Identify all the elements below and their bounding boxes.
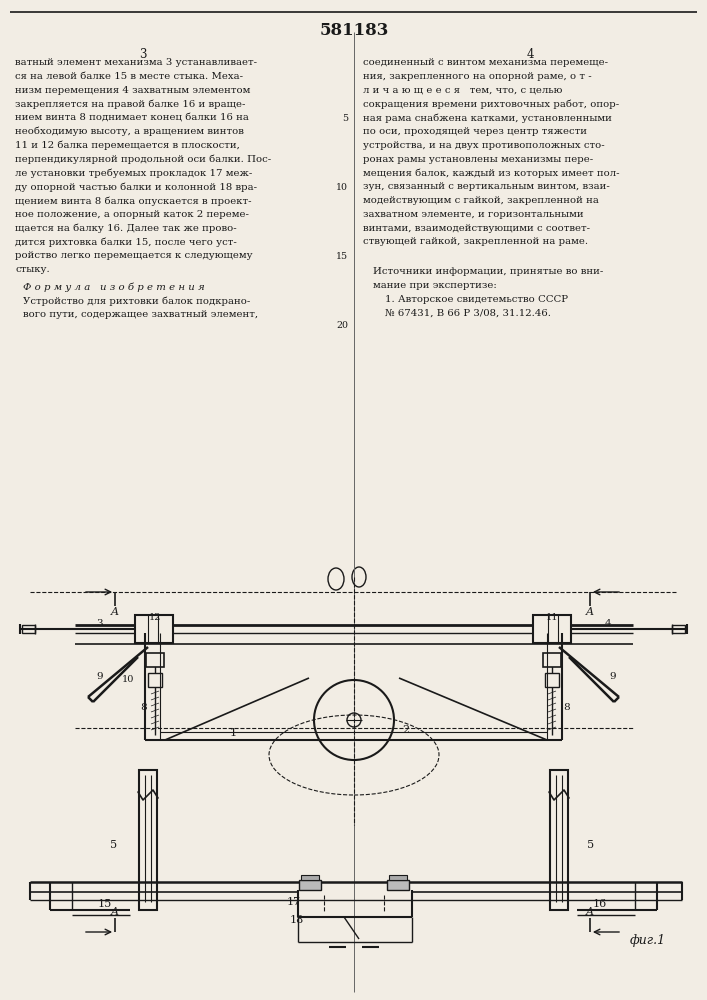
Bar: [533, 615, 571, 643]
Text: ния, закрепленного на опорной раме, о т -: ния, закрепленного на опорной раме, о т …: [363, 72, 592, 81]
Text: модействующим с гайкой, закрепленной на: модействующим с гайкой, закрепленной на: [363, 196, 599, 205]
Text: ле установки требуемых прокладок 17 меж-: ле установки требуемых прокладок 17 меж-: [15, 168, 252, 178]
Text: винтами, взаимодействующими с соответ-: винтами, взаимодействующими с соответ-: [363, 224, 590, 233]
Text: A: A: [111, 607, 119, 617]
Bar: [22, 625, 35, 633]
Text: ватный элемент механизма 3 устанавливает-: ватный элемент механизма 3 устанавливает…: [15, 58, 257, 67]
Text: 1: 1: [230, 728, 237, 738]
Text: 5: 5: [587, 840, 594, 850]
Circle shape: [549, 625, 557, 633]
Text: № 67431, В 66 Р 3/08, 31.12.46.: № 67431, В 66 Р 3/08, 31.12.46.: [385, 308, 551, 317]
Text: ное положение, а опорный каток 2 переме-: ное положение, а опорный каток 2 переме-: [15, 210, 249, 219]
Text: A: A: [586, 607, 594, 617]
Text: 11 и 12 балка перемещается в плоскости,: 11 и 12 балка перемещается в плоскости,: [15, 141, 240, 150]
Text: ду опорной частью балки и колонной 18 вра-: ду опорной частью балки и колонной 18 вр…: [15, 182, 257, 192]
Text: закрепляется на правой балке 16 и враще-: закрепляется на правой балке 16 и враще-: [15, 99, 245, 109]
Text: щением винта 8 балка опускается в проект-: щением винта 8 балка опускается в проект…: [15, 196, 252, 206]
Text: ствующей гайкой, закрепленной на раме.: ствующей гайкой, закрепленной на раме.: [363, 237, 588, 246]
Text: ройство легко перемещается к следующему: ройство легко перемещается к следующему: [15, 251, 252, 260]
Text: сокращения времени рихтовочных работ, опор-: сокращения времени рихтовочных работ, оп…: [363, 99, 619, 109]
Text: 16: 16: [593, 899, 607, 909]
Bar: [543, 653, 561, 667]
Text: по оси, проходящей через центр тяжести: по оси, проходящей через центр тяжести: [363, 127, 587, 136]
Text: нием винта 8 поднимает конец балки 16 на: нием винта 8 поднимает конец балки 16 на: [15, 113, 249, 122]
Text: зун, связанный с вертикальным винтом, взаи-: зун, связанный с вертикальным винтом, вз…: [363, 182, 609, 191]
Text: 11: 11: [546, 613, 559, 622]
Text: 5: 5: [110, 840, 117, 850]
Bar: [148, 673, 162, 687]
Text: Устройство для рихтовки балок подкрано-: Устройство для рихтовки балок подкрано-: [23, 297, 250, 306]
Text: необходимую высоту, а вращением винтов: необходимую высоту, а вращением винтов: [15, 127, 244, 136]
Circle shape: [149, 625, 157, 633]
Text: 17: 17: [287, 897, 301, 907]
Text: соединенный с винтом механизма перемеще-: соединенный с винтом механизма перемеще-: [363, 58, 608, 67]
Text: 10: 10: [336, 183, 348, 192]
Text: 20: 20: [336, 321, 348, 330]
Text: 3: 3: [139, 48, 147, 61]
Text: 8: 8: [140, 703, 146, 712]
Text: мещения балок, каждый из которых имеет пол-: мещения балок, каждый из которых имеет п…: [363, 168, 619, 178]
Bar: [139, 770, 157, 910]
Text: 2: 2: [402, 725, 409, 735]
Text: 15: 15: [98, 899, 112, 909]
Text: перпендикулярной продольной оси балки. Пос-: перпендикулярной продольной оси балки. П…: [15, 155, 271, 164]
Text: Источники информации, принятые во вни-: Источники информации, принятые во вни-: [373, 267, 603, 276]
Text: мание при экспертизе:: мание при экспертизе:: [373, 281, 497, 290]
Text: ная рама снабжена катками, установленными: ная рама снабжена катками, установленным…: [363, 113, 612, 123]
Text: ся на левой балке 15 в месте стыка. Меха-: ся на левой балке 15 в месте стыка. Меха…: [15, 72, 243, 81]
Text: 4: 4: [526, 48, 534, 61]
Text: щается на балку 16. Далее так же прово-: щается на балку 16. Далее так же прово-: [15, 224, 237, 233]
Bar: [135, 615, 173, 643]
Text: Ф о р м у л а   и з о б р е т е н и я: Ф о р м у л а и з о б р е т е н и я: [23, 283, 205, 292]
Bar: [299, 880, 321, 890]
Text: 581183: 581183: [320, 22, 389, 39]
Text: 15: 15: [336, 252, 348, 261]
Bar: [387, 880, 409, 890]
Text: захватном элементе, и горизонтальными: захватном элементе, и горизонтальными: [363, 210, 583, 219]
Bar: [672, 625, 685, 633]
Text: л и ч а ю щ е е с я   тем, что, с целью: л и ч а ю щ е е с я тем, что, с целью: [363, 86, 562, 95]
Bar: [301, 875, 319, 880]
Text: 10: 10: [122, 675, 134, 684]
Text: 4: 4: [604, 619, 612, 629]
Text: вого пути, содержащее захватный элемент,: вого пути, содержащее захватный элемент,: [23, 310, 258, 319]
Text: 1. Авторское свидетемьство СССР: 1. Авторское свидетемьство СССР: [385, 295, 568, 304]
Bar: [550, 770, 568, 910]
Text: 8: 8: [563, 703, 570, 712]
Text: 3: 3: [97, 619, 103, 629]
Text: устройства, и на двух противоположных сто-: устройства, и на двух противоположных ст…: [363, 141, 604, 150]
Text: 5: 5: [342, 114, 348, 123]
Bar: [545, 673, 559, 687]
Bar: [146, 653, 164, 667]
Text: A: A: [111, 907, 119, 917]
Bar: [389, 875, 407, 880]
Text: фиг.1: фиг.1: [630, 934, 666, 947]
Text: низм перемещения 4 захватным элементом: низм перемещения 4 захватным элементом: [15, 86, 250, 95]
Text: 9: 9: [609, 672, 616, 681]
Text: 18: 18: [290, 915, 304, 925]
Text: дится рихтовка балки 15, после чего уст-: дится рихтовка балки 15, после чего уст-: [15, 237, 237, 247]
Text: A: A: [586, 907, 594, 917]
Text: стыку.: стыку.: [15, 265, 49, 274]
Text: 9: 9: [96, 672, 103, 681]
Text: 12: 12: [148, 613, 161, 622]
Text: ронах рамы установлены механизмы пере-: ронах рамы установлены механизмы пере-: [363, 155, 593, 164]
